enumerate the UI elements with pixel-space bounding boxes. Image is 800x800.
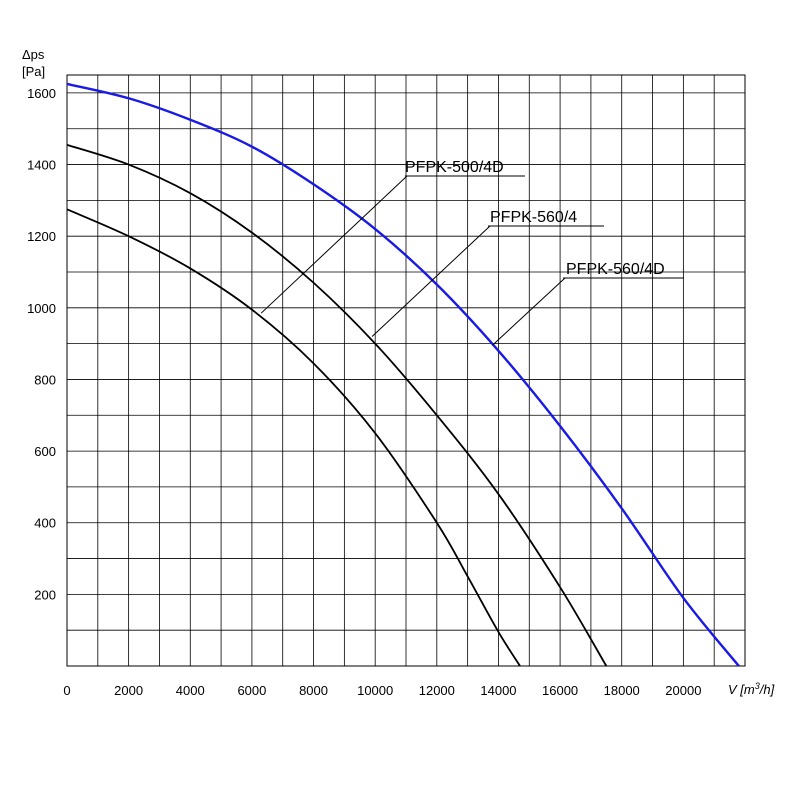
y-tick-label: 600 bbox=[34, 444, 56, 459]
x-tick-label: 18000 bbox=[604, 683, 640, 698]
x-tick-label: 4000 bbox=[176, 683, 205, 698]
x-axis-title-sup: 3 bbox=[755, 681, 760, 691]
x-tick-label: 10000 bbox=[357, 683, 393, 698]
leader-line bbox=[260, 175, 408, 314]
y-tick-label: 1400 bbox=[27, 158, 56, 173]
y-tick-label: 1200 bbox=[27, 229, 56, 244]
plot-frame bbox=[66, 74, 746, 667]
series-label: PFPK-560/4D bbox=[566, 261, 665, 278]
x-axis-title: V [m3/h] bbox=[728, 681, 775, 697]
x-tick-label: 0 bbox=[63, 683, 70, 698]
x-tick-label: 8000 bbox=[299, 683, 328, 698]
x-tick-label: 2000 bbox=[114, 683, 143, 698]
series-line-pfpk-560-4 bbox=[66, 143, 608, 667]
series-label: PFPK-560/4 bbox=[490, 209, 577, 226]
y-axis-title-line2: [Pa] bbox=[22, 64, 45, 79]
y-tick-label: 1000 bbox=[27, 301, 56, 316]
y-tick-label: 800 bbox=[34, 372, 56, 387]
x-axis-title-suffix: /h] bbox=[759, 682, 775, 697]
grid bbox=[66, 74, 746, 667]
curves bbox=[66, 82, 740, 667]
x-tick-label: 14000 bbox=[480, 683, 516, 698]
y-tick-label: 1600 bbox=[27, 86, 56, 101]
series-line-pfpk-500-4d bbox=[66, 208, 521, 667]
tick-labels: 0 2000 4000 6000 8000 10000 12000 14000 16000 180… bbox=[27, 86, 701, 698]
x-tick-label: 16000 bbox=[542, 683, 578, 698]
x-axis-title-prefix: V [m bbox=[728, 682, 755, 697]
series-label: PFPK-500/4D bbox=[405, 159, 504, 176]
y-tick-label: 200 bbox=[34, 587, 56, 602]
x-tick-label: 20000 bbox=[665, 683, 701, 698]
series-line-pfpk-560-4d bbox=[66, 82, 740, 667]
x-tick-label: 6000 bbox=[237, 683, 266, 698]
y-tick-label: 400 bbox=[34, 516, 56, 531]
leader-line bbox=[371, 225, 491, 337]
x-tick-label: 12000 bbox=[419, 683, 455, 698]
y-axis-title-line1: Δps bbox=[22, 47, 45, 62]
leader-line bbox=[491, 277, 566, 346]
curve-label-leaders: PFPK-500/4D PFPK-560/4 PFPK-560/4D bbox=[260, 159, 684, 346]
